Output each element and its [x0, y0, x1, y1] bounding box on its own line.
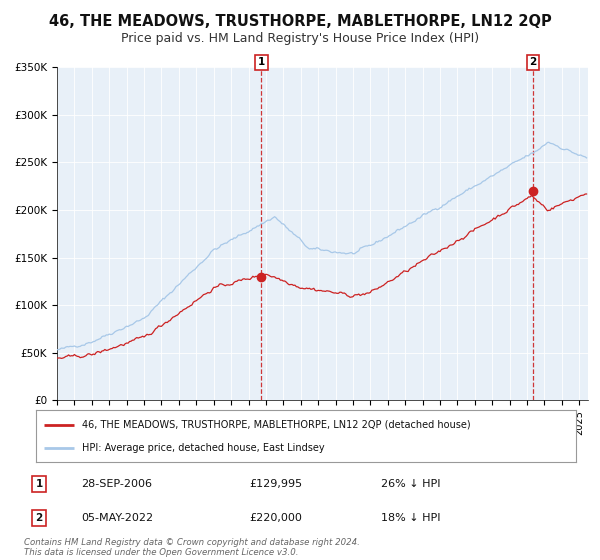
Text: 46, THE MEADOWS, TRUSTHORPE, MABLETHORPE, LN12 2QP: 46, THE MEADOWS, TRUSTHORPE, MABLETHORPE…: [49, 14, 551, 29]
Text: This data is licensed under the Open Government Licence v3.0.: This data is licensed under the Open Gov…: [24, 548, 299, 557]
Text: £129,995: £129,995: [249, 479, 302, 489]
Text: 1: 1: [35, 479, 43, 489]
Text: 05-MAY-2022: 05-MAY-2022: [81, 513, 153, 523]
Text: 2: 2: [35, 513, 43, 523]
Text: £220,000: £220,000: [249, 513, 302, 523]
Text: 28-SEP-2006: 28-SEP-2006: [81, 479, 152, 489]
Text: HPI: Average price, detached house, East Lindsey: HPI: Average price, detached house, East…: [82, 442, 325, 452]
Text: 18% ↓ HPI: 18% ↓ HPI: [381, 513, 440, 523]
Text: 46, THE MEADOWS, TRUSTHORPE, MABLETHORPE, LN12 2QP (detached house): 46, THE MEADOWS, TRUSTHORPE, MABLETHORPE…: [82, 420, 470, 430]
Text: Price paid vs. HM Land Registry's House Price Index (HPI): Price paid vs. HM Land Registry's House …: [121, 32, 479, 45]
Text: 1: 1: [258, 57, 265, 67]
Text: 2: 2: [529, 57, 536, 67]
Text: Contains HM Land Registry data © Crown copyright and database right 2024.: Contains HM Land Registry data © Crown c…: [24, 538, 360, 547]
Text: 26% ↓ HPI: 26% ↓ HPI: [381, 479, 440, 489]
